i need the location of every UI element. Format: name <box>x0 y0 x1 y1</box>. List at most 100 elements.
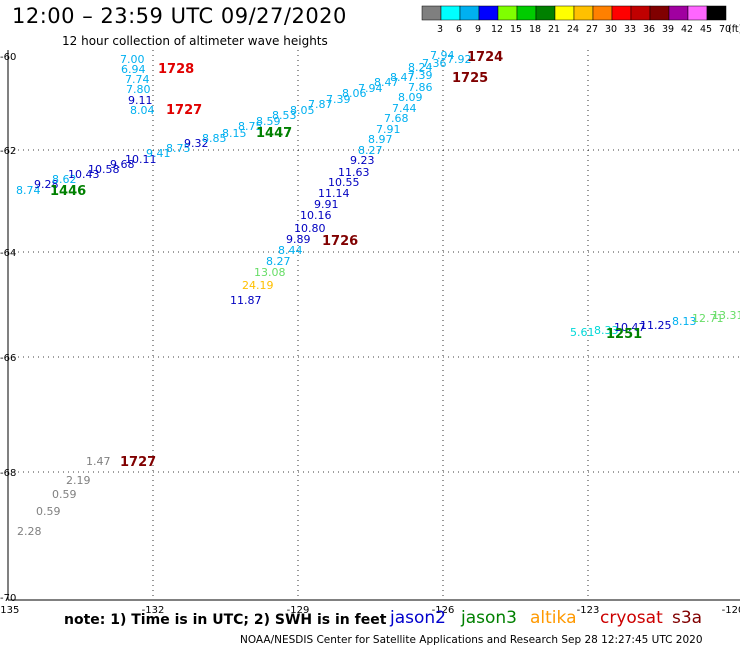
scale-swatch <box>516 5 537 21</box>
pass-time-label: 1725 <box>452 71 488 86</box>
scale-swatch <box>478 5 499 21</box>
lat-tick-label: -62 <box>0 146 16 157</box>
lat-tick-label: -64 <box>0 248 16 259</box>
wave-height-value: 7.91 <box>376 123 401 136</box>
wave-height-value: 9.89 <box>286 233 311 246</box>
wave-height-value: 11.14 <box>318 187 350 200</box>
wave-height-value: 8.75 <box>238 120 263 133</box>
scale-swatch <box>573 5 594 21</box>
wave-height-value: 10.16 <box>300 209 332 222</box>
wave-height-value: 9.23 <box>350 154 375 167</box>
wave-height-value: 8.97 <box>368 133 393 146</box>
wave-height-value: 9.41 <box>146 147 171 160</box>
wave-height-value: 7.94 <box>358 82 383 95</box>
wave-height-value: 7.36 <box>422 57 447 70</box>
wave-height-value: 8.47 <box>390 71 415 84</box>
scale-label: 21 <box>548 24 560 35</box>
scale-swatch <box>421 5 442 21</box>
altimeter-tracks: 7.006.947.747.809.118.048.749.288.6210.4… <box>16 49 740 538</box>
wave-height-value: 8.06 <box>342 87 367 100</box>
scale-label: 42 <box>681 24 693 35</box>
pass-time-label: 1251 <box>606 327 642 342</box>
scale-label: 30 <box>605 24 617 35</box>
scale-label: 27 <box>586 24 598 35</box>
scale-swatch <box>687 5 708 21</box>
wave-height-value: 9.32 <box>184 137 209 150</box>
scale-label: 36 <box>643 24 655 35</box>
wave-height-value: 0.59 <box>36 505 61 518</box>
wave-height-value: 8.27 <box>266 255 291 268</box>
map-frame <box>7 50 740 601</box>
scale-label: 45 <box>700 24 712 35</box>
scale-swatch <box>668 5 689 21</box>
wave-height-value: 8.62 <box>52 173 77 186</box>
wave-height-value: 13.31 <box>712 309 740 322</box>
wave-height-value: 0.59 <box>52 488 77 501</box>
pass-time-label: 1447 <box>256 126 292 141</box>
wave-height-value: 10.80 <box>294 222 326 235</box>
wave-height-value: 10.55 <box>328 176 360 189</box>
lat-tick-label: -70 <box>0 593 16 604</box>
wave-height-value: 7.44 <box>392 102 417 115</box>
page-title: 12:00 – 23:59 UTC 09/27/2020 <box>12 4 347 28</box>
scale-swatch <box>706 5 727 21</box>
footer-credit: NOAA/NESDIS Center for Satellite Applica… <box>240 634 703 646</box>
page-subtitle: 12 hour collection of altimeter wave hei… <box>62 34 328 48</box>
wave-height-value: 7.92 <box>447 53 472 66</box>
lat-tick-label: -68 <box>0 468 16 479</box>
wave-height-value: 7.68 <box>384 112 409 125</box>
wave-height-value: 6.94 <box>121 63 146 76</box>
wave-height-value: 8.85 <box>202 132 227 145</box>
wave-height-value: 24.19 <box>242 279 274 292</box>
wave-height-value: 7.94 <box>430 49 455 62</box>
axis-ticks: -135 -132 -129 -126 -123 -120 -60 -62 -64 -66 -68 -… <box>0 52 740 616</box>
wave-height-value: 8.24 <box>408 61 433 74</box>
wave-height-value: 10.43 <box>68 168 100 181</box>
scale-swatch <box>535 5 556 21</box>
lon-tick-label: -135 <box>0 605 19 616</box>
scale-label: 15 <box>510 24 522 35</box>
wave-height-value: 5.61 <box>570 326 595 339</box>
wave-height-value: 1.47 <box>86 455 111 468</box>
pass-labels: 1728 1727 1447 1446 1724 1725 1726 1251 1727 <box>50 50 642 470</box>
scale-label: 39 <box>662 24 674 35</box>
wave-height-value: 7.39 <box>326 93 351 106</box>
wave-height-value: 10.58 <box>88 163 120 176</box>
scale-swatch <box>440 5 461 21</box>
wave-height-value: 8.74 <box>16 184 41 197</box>
wave-height-value: 9.68 <box>110 158 135 171</box>
wave-height-value: 8.44 <box>278 244 303 257</box>
scale-swatch <box>459 5 480 21</box>
legend-cryosat: cryosat <box>600 608 663 628</box>
wave-height-value: 12.71 <box>692 312 724 325</box>
scale-swatch <box>592 5 613 21</box>
scale-label: 9 <box>475 24 481 35</box>
wave-height-value: 9.91 <box>314 198 339 211</box>
wave-height-value: 8.33 <box>594 324 619 337</box>
legend-s3a: s3a <box>672 608 703 628</box>
wave-height-value: 8.75 <box>166 142 191 155</box>
pass-time-label: 1726 <box>322 234 358 249</box>
scale-swatch <box>554 5 575 21</box>
scale-swatch <box>649 5 670 21</box>
scale-label: 33 <box>624 24 636 35</box>
lat-tick-label: -60 <box>0 52 16 63</box>
wave-height-value: 9.28 <box>34 178 59 191</box>
wave-height-value: 7.74 <box>125 73 150 86</box>
wave-height-value: 2.19 <box>66 474 91 487</box>
legend-jason3: jason3 <box>461 608 517 628</box>
wave-height-value: 7.87 <box>308 98 333 111</box>
wave-height-value: 11.25 <box>640 319 672 332</box>
wave-height-value: 8.09 <box>398 91 423 104</box>
wave-height-value: 7.86 <box>408 81 433 94</box>
wave-height-value: 8.04 <box>130 104 155 117</box>
pass-time-label: 1446 <box>50 184 86 199</box>
wave-height-value: 8.59 <box>256 115 281 128</box>
scale-label: 12 <box>491 24 503 35</box>
wave-height-value: 8.05 <box>290 104 315 117</box>
lat-tick-label: -66 <box>0 353 16 364</box>
pass-time-label: 1727 <box>166 103 202 118</box>
